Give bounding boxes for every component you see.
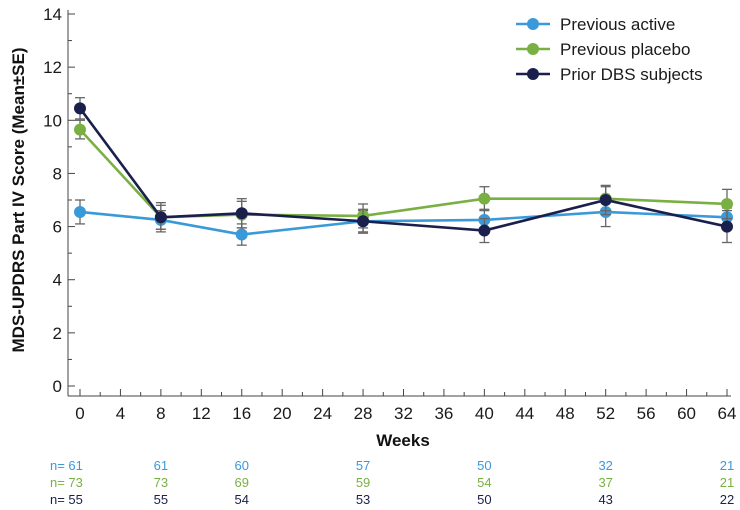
legend-label: Prior DBS subjects xyxy=(560,65,703,84)
n-count: 53 xyxy=(356,492,370,507)
y-tick-label: 4 xyxy=(53,271,62,290)
x-tick-label: 20 xyxy=(273,404,292,423)
data-point xyxy=(74,102,86,115)
x-tick-label: 24 xyxy=(313,404,332,423)
x-axis-title: Weeks xyxy=(376,431,430,450)
x-tick-label: 32 xyxy=(394,404,413,423)
n-count: 32 xyxy=(598,458,612,473)
x-tick-label: 48 xyxy=(556,404,575,423)
x-tick-label: 64 xyxy=(718,404,737,423)
n-row-label: n= 73 xyxy=(50,475,83,490)
x-tick-label: 4 xyxy=(116,404,125,423)
n-count: 69 xyxy=(235,475,249,490)
y-tick-label: 14 xyxy=(43,5,62,24)
n-count: 43 xyxy=(598,492,612,507)
n-count: 55 xyxy=(154,492,168,507)
n-count: 50 xyxy=(477,492,491,507)
x-tick-label: 36 xyxy=(434,404,453,423)
x-tick-label: 56 xyxy=(637,404,656,423)
n-count: 59 xyxy=(356,475,370,490)
legend-marker xyxy=(527,43,539,55)
n-count: 50 xyxy=(477,458,491,473)
legend-marker xyxy=(527,18,539,30)
data-point xyxy=(599,194,612,206)
data-point xyxy=(721,220,733,233)
data-point xyxy=(235,207,248,220)
data-point xyxy=(357,215,370,228)
series-layer xyxy=(74,97,733,246)
legend-label: Previous active xyxy=(560,15,675,34)
y-tick-label: 8 xyxy=(53,164,62,183)
n-count: 54 xyxy=(477,475,491,490)
data-point xyxy=(74,123,86,136)
y-tick-label: 6 xyxy=(53,218,62,237)
x-tick-label: 28 xyxy=(354,404,373,423)
y-tick-label: 0 xyxy=(53,377,62,396)
series-1 xyxy=(74,119,733,233)
y-axis-title: MDS-UPDRS Part IV Score (Mean±SE) xyxy=(9,47,28,352)
n-count: 37 xyxy=(598,475,612,490)
x-tick-label: 16 xyxy=(232,404,251,423)
data-point xyxy=(721,197,733,210)
n-count: 57 xyxy=(356,458,370,473)
n-row-label: n= 61 xyxy=(50,458,83,473)
x-tick-label: 40 xyxy=(475,404,494,423)
x-tick-label: 52 xyxy=(596,404,615,423)
sample-size-table: n= 61 61 60 57 50 32 21 n= 73 73 69 59 54 37 21 n= 55 5… xyxy=(50,458,734,507)
n-count: 73 xyxy=(154,475,168,490)
n-count: 54 xyxy=(235,492,249,507)
data-point xyxy=(154,211,167,224)
legend: Previous active Previous placebo Prior DBS… xyxy=(516,15,703,84)
legend-label: Previous placebo xyxy=(560,40,690,59)
x-tick-label: 0 xyxy=(75,404,84,423)
series-0 xyxy=(74,196,733,246)
x-tick-label: 12 xyxy=(192,404,211,423)
y-tick-label: 10 xyxy=(43,111,62,130)
n-row-label: n= 55 xyxy=(50,492,83,507)
n-count: 21 xyxy=(720,475,734,490)
data-point xyxy=(74,205,86,218)
n-count: 60 xyxy=(235,458,249,473)
legend-marker xyxy=(527,68,539,80)
x-tick-label: 60 xyxy=(677,404,696,423)
n-count: 22 xyxy=(720,492,734,507)
data-point xyxy=(478,224,491,237)
y-tick-label: 12 xyxy=(43,58,62,77)
n-count: 21 xyxy=(720,458,734,473)
n-count: 61 xyxy=(154,458,168,473)
y-tick-label: 2 xyxy=(53,324,62,343)
x-tick-label: 44 xyxy=(515,404,534,423)
series-2 xyxy=(74,97,733,244)
data-point xyxy=(478,192,491,205)
x-tick-label: 8 xyxy=(156,404,165,423)
data-point xyxy=(235,228,248,241)
